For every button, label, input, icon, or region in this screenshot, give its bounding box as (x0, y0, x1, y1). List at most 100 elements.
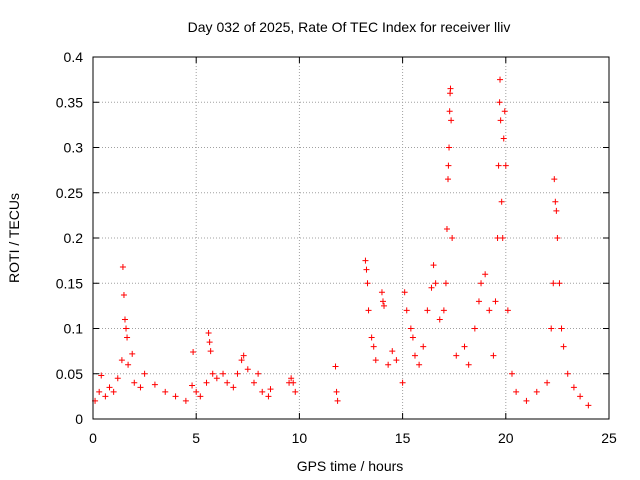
chart-title: Day 032 of 2025, Rate Of TEC Index for r… (188, 19, 511, 35)
data-point (265, 393, 272, 400)
data-point (447, 85, 454, 92)
data-point (494, 235, 501, 241)
data-point (446, 108, 453, 115)
data-point (501, 108, 508, 115)
data-point (475, 298, 482, 305)
data-point (428, 284, 435, 291)
data-point (552, 198, 559, 205)
y-tick-label: 0.4 (64, 49, 84, 65)
data-point (121, 316, 128, 323)
data-point (151, 381, 158, 388)
data-point (368, 334, 375, 341)
data-point (189, 382, 196, 389)
data-point (445, 162, 452, 169)
data-point (478, 280, 485, 287)
data-point (182, 397, 189, 404)
data-point (389, 348, 396, 355)
data-point (259, 388, 266, 395)
data-point (482, 271, 489, 278)
data-point (207, 348, 214, 355)
y-axis-label: ROTI / TECUs (6, 193, 22, 283)
data-point (471, 325, 478, 332)
y-tick-label: 0 (75, 411, 83, 427)
data-point (448, 117, 455, 124)
y-tick-label: 0.2 (64, 230, 84, 246)
data-point (508, 370, 515, 377)
data-point (234, 370, 241, 377)
data-point (440, 307, 447, 314)
data-point (548, 325, 555, 332)
data-point (131, 379, 138, 386)
y-tick-label: 0.1 (64, 321, 84, 337)
data-point (393, 357, 400, 364)
data-point (224, 379, 231, 386)
data-point (120, 292, 127, 299)
data-point (442, 280, 449, 287)
data-point (490, 352, 497, 359)
data-point (102, 393, 109, 400)
y-tick-label: 0.35 (56, 94, 83, 110)
data-point (498, 198, 505, 205)
data-point (409, 334, 416, 341)
data-point (238, 357, 245, 364)
x-tick-label: 25 (601, 430, 617, 446)
data-point (461, 343, 468, 350)
data-point (363, 266, 370, 273)
data-point (292, 388, 299, 395)
data-point (197, 393, 204, 400)
data-point (486, 307, 493, 314)
x-tick-label: 0 (89, 430, 97, 446)
data-point (129, 350, 136, 357)
data-point (255, 370, 262, 377)
data-point (364, 280, 371, 287)
data-point (381, 302, 388, 309)
data-point (449, 235, 456, 241)
data-point (333, 388, 340, 395)
axis-ticks: 0 5 10 15 20 25 0 0.05 0.1 0.15 0.2 0.25 0.3 0.35 0.4 (56, 49, 617, 446)
data-point (416, 361, 423, 368)
data-point (497, 76, 504, 83)
data-point (206, 339, 213, 346)
data-point (550, 280, 557, 287)
data-point (98, 372, 105, 379)
data-point (570, 384, 577, 391)
data-point (523, 397, 530, 404)
data-point (365, 307, 372, 314)
data-point (513, 388, 520, 395)
data-point (443, 225, 450, 232)
data-point (244, 366, 251, 373)
data-point (558, 325, 565, 332)
data-point (193, 388, 200, 395)
data-point (465, 361, 472, 368)
data-point (556, 280, 563, 287)
y-tick-label: 0.25 (56, 185, 83, 201)
data-point (492, 298, 499, 305)
data-point (577, 393, 584, 400)
data-point (137, 384, 144, 391)
data-point (125, 361, 132, 368)
data-point (560, 343, 567, 350)
data-point (141, 370, 148, 377)
x-tick-label: 20 (498, 430, 514, 446)
data-point (420, 343, 427, 350)
data-point (220, 370, 227, 377)
data-point (551, 176, 558, 183)
data-point (495, 162, 502, 169)
y-tick-label: 0.3 (64, 140, 84, 156)
data-point (230, 384, 237, 391)
data-point (407, 325, 414, 332)
data-point (370, 343, 377, 350)
data-point (554, 235, 561, 241)
data-point (500, 135, 507, 142)
data-point (267, 386, 274, 393)
data-point (497, 117, 504, 124)
data-point (209, 370, 216, 377)
data-point (362, 257, 369, 264)
data-point (504, 307, 511, 314)
data-point (399, 379, 406, 386)
data-point (378, 289, 385, 296)
data-point (288, 375, 295, 382)
data-point (424, 307, 431, 314)
y-tick-label: 0.15 (56, 275, 83, 291)
